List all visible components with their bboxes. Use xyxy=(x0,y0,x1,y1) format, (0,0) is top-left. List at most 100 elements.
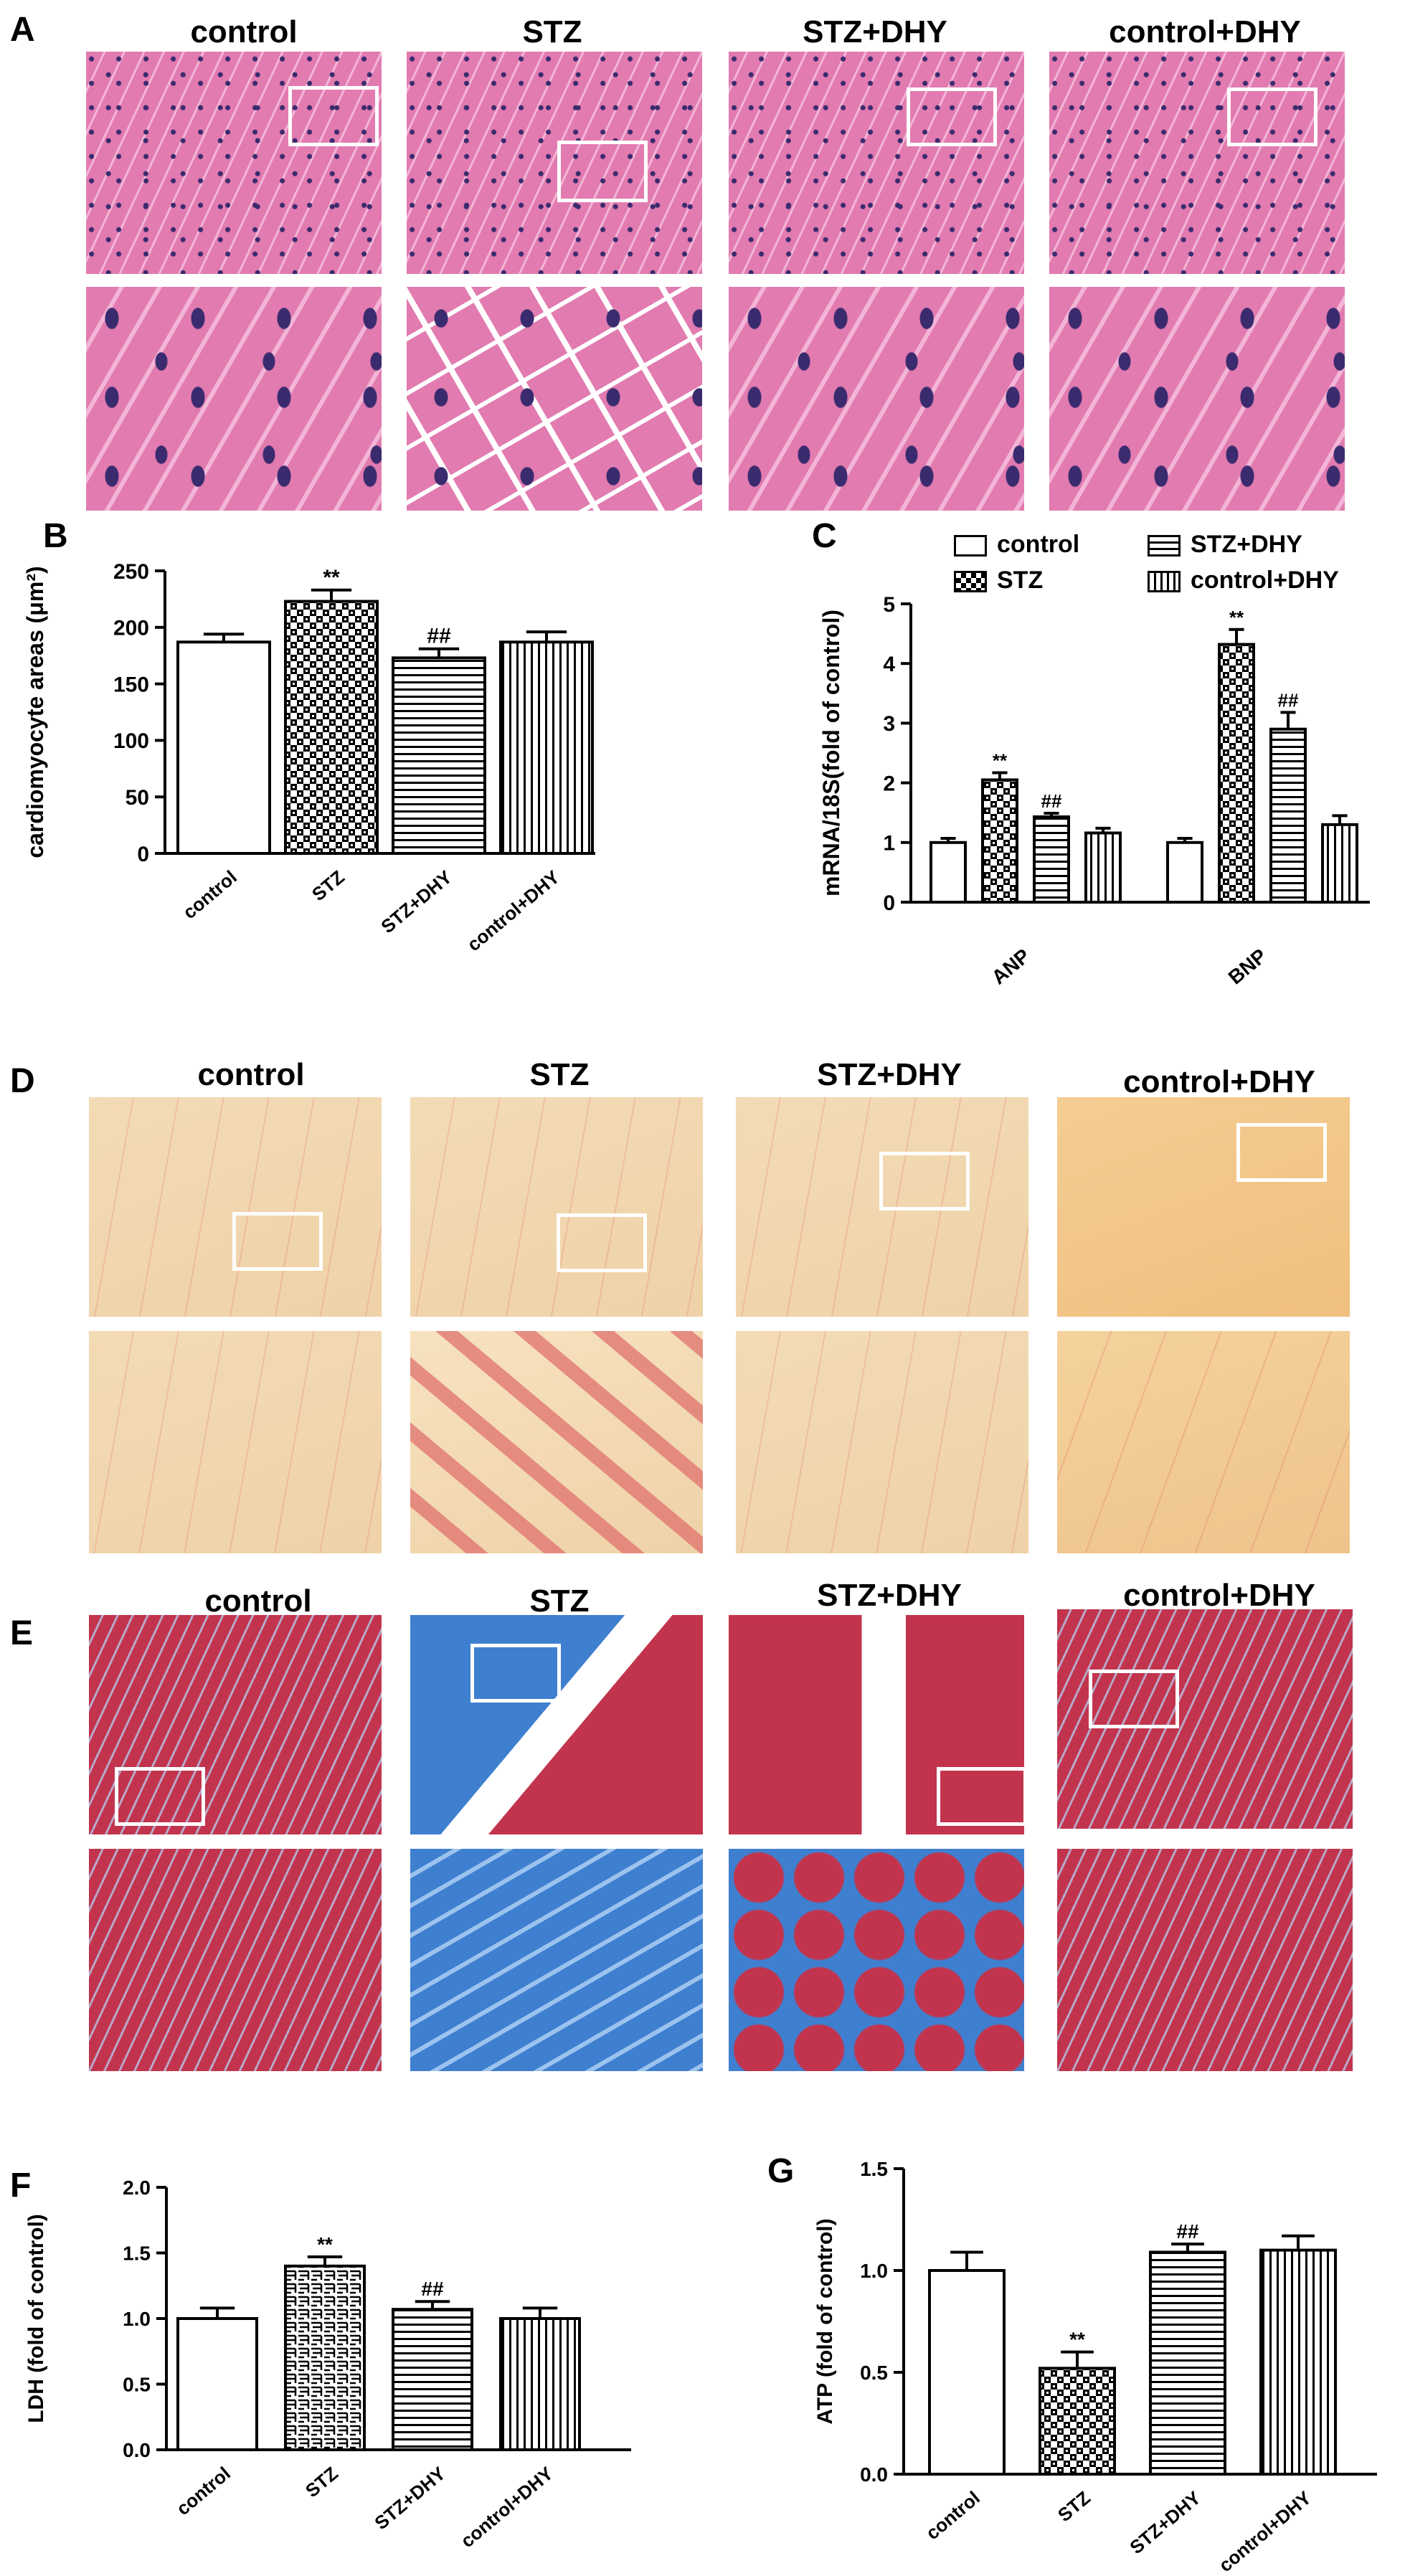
inset-box xyxy=(879,1152,970,1211)
sirius-zoom-stz xyxy=(410,1331,703,1553)
masson-zoom-control xyxy=(89,1849,382,2071)
label-d-control-dhy: control+DHY xyxy=(1123,1064,1315,1099)
legend-label-stz: STZ xyxy=(997,567,1044,594)
y-tick-label: 1.5 xyxy=(860,2158,888,2180)
label-e-stz-dhy: STZ+DHY xyxy=(817,1578,962,1613)
label-a-stz-dhy: STZ+DHY xyxy=(803,14,947,49)
masson-zoom-control-dhy xyxy=(1057,1849,1353,2071)
bar-stz xyxy=(284,600,379,855)
sirius-zoom-control xyxy=(89,1331,382,1553)
label-a-stz: STZ xyxy=(522,14,582,49)
x-tick-label: STZ+DHY xyxy=(377,866,456,938)
y-tick-label: 100 xyxy=(113,729,149,753)
panel-letter-b: B xyxy=(43,517,68,555)
bar-control-dhy xyxy=(1259,2248,1337,2476)
panel-letter-c: C xyxy=(812,517,837,555)
chart-c-mrna: 0 1 2 3 4 5 mRNA/18S(fold of control) ** ## ANP **… xyxy=(818,593,1370,989)
y-axis-label: mRNA/18S(fold of control) xyxy=(818,610,844,896)
x-tick-label: BNP xyxy=(1224,944,1271,989)
bar-stz xyxy=(284,2264,366,2452)
y-tick-label: 2 xyxy=(883,772,895,795)
inset-box xyxy=(557,1213,647,1272)
he-zoom-control-dhy xyxy=(1049,287,1345,511)
bar-bnp-control-dhy xyxy=(1321,823,1358,904)
bar-bnp-control xyxy=(1166,840,1203,904)
bar-control xyxy=(928,2269,1006,2476)
inset-box xyxy=(907,87,997,146)
legend-swatch-control xyxy=(954,535,987,557)
panel-letter-f: F xyxy=(10,2167,32,2205)
he-overview-control-dhy xyxy=(1049,52,1345,274)
bar-control xyxy=(176,640,271,855)
y-tick-label: 50 xyxy=(126,786,149,810)
y-tick-label: 0 xyxy=(137,843,149,866)
significance-mark: ## xyxy=(1278,689,1299,711)
significance-mark: ** xyxy=(1229,607,1244,628)
bar-stz-dhy xyxy=(392,656,486,856)
he-overview-stz-dhy xyxy=(729,52,1024,274)
y-tick-label: 0.5 xyxy=(860,2362,888,2384)
significance-mark: ** xyxy=(993,749,1008,771)
x-tick-label: STZ+DHY xyxy=(370,2463,450,2534)
x-tick-label: STZ xyxy=(308,866,349,906)
label-a-control: control xyxy=(190,14,298,49)
x-tick-label: ANP xyxy=(988,944,1034,989)
significance-mark: ## xyxy=(1041,790,1062,812)
x-tick-label: STZ xyxy=(1054,2487,1094,2527)
x-tick-label: control+DHY xyxy=(456,2463,557,2552)
masson-overview-control xyxy=(89,1615,382,1834)
y-axis-label: ATP (fold of control) xyxy=(813,2218,837,2424)
inset-box xyxy=(232,1212,323,1271)
bar-control-dhy xyxy=(499,640,594,855)
y-tick-label: 250 xyxy=(113,560,149,584)
y-tick-label: 4 xyxy=(883,653,895,676)
bar-control-dhy xyxy=(499,2317,581,2451)
significance-mark: ** xyxy=(323,566,340,589)
y-tick-label: 1.5 xyxy=(123,2243,151,2265)
y-tick-label: 1.0 xyxy=(860,2260,888,2282)
he-zoom-stz-dhy xyxy=(729,287,1024,511)
inset-box xyxy=(937,1767,1027,1826)
y-axis-label: LDH (fold of control) xyxy=(24,2214,48,2423)
masson-overview-stz xyxy=(410,1615,703,1834)
y-tick-label: 1.0 xyxy=(123,2308,151,2330)
significance-mark: ** xyxy=(1069,2329,1085,2351)
bar-anp-control xyxy=(929,840,967,904)
legend-c: control STZ STZ+DHY control+DHY xyxy=(947,531,1391,602)
y-tick-label: 0.0 xyxy=(123,2439,151,2461)
y-tick-label: 0.0 xyxy=(860,2463,888,2486)
bar-anp-stz-dhy xyxy=(1033,815,1070,904)
legend-swatch-control-dhy xyxy=(1148,571,1181,592)
sirius-zoom-control-dhy xyxy=(1057,1331,1350,1553)
inset-box xyxy=(1089,1670,1179,1728)
sirius-overview-control-dhy xyxy=(1057,1097,1350,1317)
label-e-control: control xyxy=(204,1583,312,1619)
panel-letter-e: E xyxy=(10,1614,34,1652)
bar-bnp-stz-dhy xyxy=(1269,727,1307,904)
legend-label-control: control xyxy=(997,531,1080,558)
panel-letter-a: A xyxy=(10,11,35,49)
significance-mark: ** xyxy=(317,2233,333,2255)
chart-g-atp: 0.0 0.5 1.0 1.5 ATP (fold of control) control… xyxy=(813,2158,1377,2575)
he-zoom-stz xyxy=(407,287,702,511)
legend-swatch-stz-dhy xyxy=(1148,535,1181,557)
label-e-control-dhy: control+DHY xyxy=(1123,1578,1315,1613)
bar-bnp-stz xyxy=(1218,643,1255,904)
masson-zoom-stz-dhy xyxy=(729,1849,1024,2071)
bar-control xyxy=(176,2317,258,2451)
significance-mark: ## xyxy=(1176,2220,1199,2243)
he-zoom-control xyxy=(86,287,382,511)
label-a-control-dhy: control+DHY xyxy=(1109,14,1301,49)
y-tick-label: 0 xyxy=(883,891,895,915)
label-d-stz-dhy: STZ+DHY xyxy=(817,1057,962,1092)
sirius-zoom-stz-dhy xyxy=(736,1331,1028,1553)
label-d-stz: STZ xyxy=(529,1057,590,1092)
y-tick-label: 5 xyxy=(883,593,895,617)
bar-stz-dhy xyxy=(1149,2250,1226,2476)
y-tick-label: 0.5 xyxy=(123,2374,151,2396)
x-tick-label: control+DHY xyxy=(1214,2487,1315,2575)
panel-letter-g: G xyxy=(767,2152,795,2190)
x-tick-label: control xyxy=(922,2487,984,2544)
x-tick-label: control xyxy=(179,866,241,924)
significance-mark: ## xyxy=(427,625,451,648)
